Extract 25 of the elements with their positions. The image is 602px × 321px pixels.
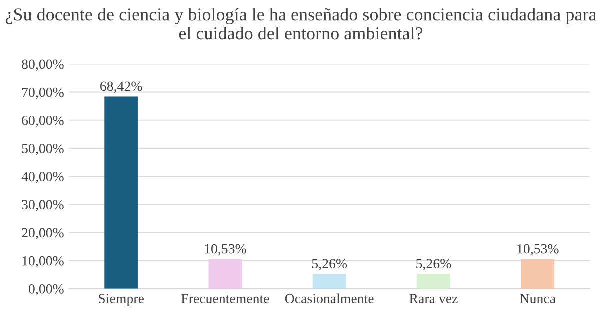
bar xyxy=(208,259,242,289)
y-tick-label: 10,00% xyxy=(22,256,64,268)
y-tick-label: 50,00% xyxy=(22,144,64,156)
x-tick-label: Rara vez xyxy=(410,294,458,304)
data-label: 10,53% xyxy=(518,244,559,256)
y-tick-label: 70,00% xyxy=(22,88,64,100)
data-label: 5,26% xyxy=(312,259,348,271)
x-tick-label: Siempre xyxy=(99,294,144,306)
y-tick-label: 40,00% xyxy=(22,172,64,184)
data-label: 68,42% xyxy=(100,82,142,94)
y-tick-label: 20,00% xyxy=(22,228,64,240)
chart-title: ¿Su docente de ciencia y biología le ha enseñado sobre conciencia ciudadana para el cuidado del entorno ambiental? xyxy=(6,8,597,40)
bar xyxy=(312,274,346,289)
y-tick-label: 80,00% xyxy=(22,60,64,72)
bar xyxy=(417,274,450,289)
bar xyxy=(104,96,138,289)
x-tick-label: Frecuentemente xyxy=(182,294,270,304)
y-tick-label: 0,00% xyxy=(29,284,64,296)
y-tick-label: 30,00% xyxy=(22,200,64,212)
data-label: 5,26% xyxy=(416,259,452,271)
x-tick-label: Nunca xyxy=(520,294,556,304)
x-tick-label: Ocasionalmente xyxy=(285,294,374,304)
y-tick-label: 60,00% xyxy=(22,116,64,128)
data-label: 10,53% xyxy=(205,244,246,256)
bar xyxy=(521,259,555,289)
